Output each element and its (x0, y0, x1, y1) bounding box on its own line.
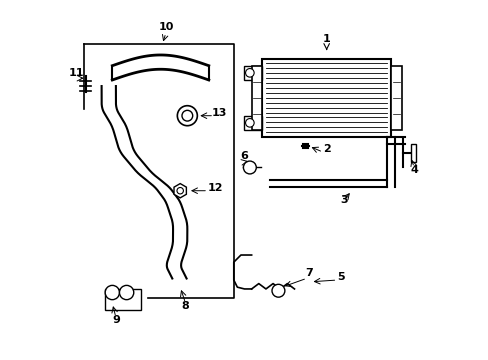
Text: 4: 4 (409, 165, 417, 175)
Circle shape (119, 285, 134, 300)
Text: 13: 13 (211, 108, 227, 118)
Bar (244, 116, 262, 130)
Circle shape (271, 284, 285, 297)
Text: 6: 6 (240, 150, 248, 161)
Circle shape (177, 106, 197, 126)
Circle shape (182, 111, 192, 121)
Text: 9: 9 (112, 315, 120, 325)
Bar (410, 144, 415, 162)
Text: 1: 1 (322, 35, 330, 45)
Text: 12: 12 (208, 183, 223, 193)
Circle shape (245, 118, 254, 127)
Bar (262, 59, 390, 137)
Polygon shape (174, 184, 186, 198)
Text: 3: 3 (340, 195, 347, 205)
Text: 8: 8 (182, 301, 189, 311)
Bar (105, 289, 141, 310)
Text: 7: 7 (305, 269, 312, 278)
Circle shape (245, 68, 254, 77)
Circle shape (243, 161, 256, 174)
Text: 11: 11 (69, 68, 84, 78)
Text: 10: 10 (158, 22, 173, 32)
Text: 5: 5 (336, 272, 344, 282)
Circle shape (105, 285, 119, 300)
Bar (251, 66, 262, 130)
Circle shape (177, 188, 183, 194)
Bar (390, 66, 401, 130)
Text: 2: 2 (322, 144, 330, 154)
Bar (244, 66, 262, 80)
